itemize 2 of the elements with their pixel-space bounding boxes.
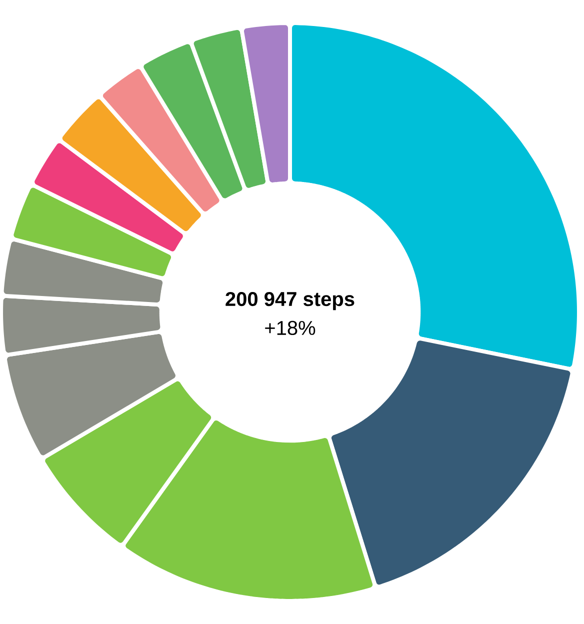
text: +18%: [265, 320, 316, 336]
text: 200 947 steps: [226, 292, 354, 310]
